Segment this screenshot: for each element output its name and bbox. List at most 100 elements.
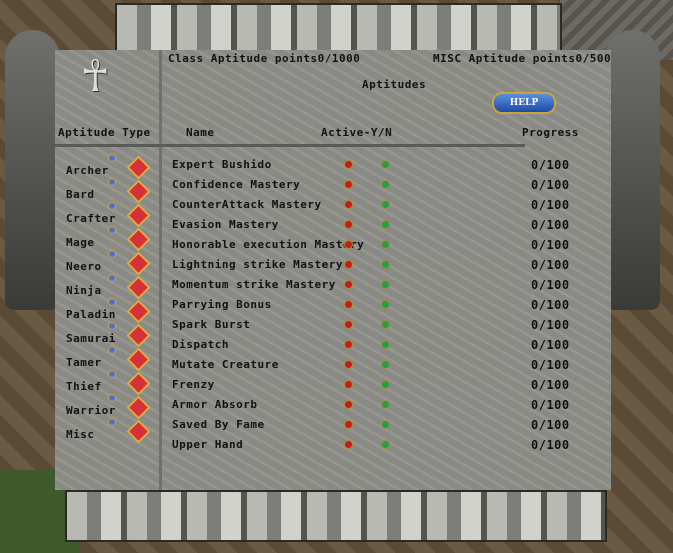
activate-button[interactable]: [381, 260, 390, 269]
activate-button[interactable]: [381, 380, 390, 389]
aptitudes-gump: ☥ Class Aptitude points0/1000 MISC Aptit…: [55, 50, 611, 490]
class-select-button[interactable]: [108, 418, 116, 426]
red-gem-icon[interactable]: [126, 179, 151, 204]
red-gem-icon[interactable]: [126, 251, 151, 276]
deactivate-button[interactable]: [344, 180, 353, 189]
aptitude-name: Spark Burst: [172, 318, 251, 331]
activate-button[interactable]: [381, 220, 390, 229]
aptitude-progress: 0/100: [531, 298, 570, 312]
aptitude-progress: 0/100: [531, 218, 570, 232]
column-name: Name: [186, 126, 215, 139]
deactivate-button[interactable]: [344, 380, 353, 389]
aptitude-name: Upper Hand: [172, 438, 244, 451]
activate-button[interactable]: [381, 400, 390, 409]
deactivate-button[interactable]: [344, 160, 353, 169]
deactivate-button[interactable]: [344, 220, 353, 229]
aptitude-progress: 0/100: [531, 438, 570, 452]
red-gem-icon[interactable]: [126, 299, 151, 324]
red-gem-icon[interactable]: [126, 347, 151, 372]
aptitude-name: Evasion Mastery: [172, 218, 279, 231]
aptitude-progress: 0/100: [531, 198, 570, 212]
activate-button[interactable]: [381, 360, 390, 369]
class-label: Misc: [66, 428, 95, 441]
deactivate-button[interactable]: [344, 440, 353, 449]
aptitude-name: Expert Bushido: [172, 158, 272, 171]
deactivate-button[interactable]: [344, 260, 353, 269]
ankh-icon: ☥: [82, 51, 109, 102]
red-gem-icon[interactable]: [126, 155, 151, 180]
class-select-button[interactable]: [108, 370, 116, 378]
class-select-button[interactable]: [108, 274, 116, 282]
divider: [159, 50, 162, 490]
red-gem-icon[interactable]: [126, 323, 151, 348]
activate-button[interactable]: [381, 280, 390, 289]
aptitude-progress: 0/100: [531, 358, 570, 372]
class-select-button[interactable]: [108, 250, 116, 258]
aptitude-name: Honorable execution Mastery: [172, 238, 365, 251]
deactivate-button[interactable]: [344, 340, 353, 349]
deactivate-button[interactable]: [344, 360, 353, 369]
activate-button[interactable]: [381, 180, 390, 189]
aptitude-name: Momentum strike Mastery: [172, 278, 336, 291]
misc-points: MISC Aptitude points0/500: [433, 52, 612, 65]
red-gem-icon[interactable]: [126, 395, 151, 420]
activate-button[interactable]: [381, 300, 390, 309]
class-label: Archer: [66, 164, 109, 177]
red-gem-icon[interactable]: [126, 419, 151, 444]
class-select-button[interactable]: [108, 226, 116, 234]
class-points: Class Aptitude points0/1000: [168, 52, 361, 65]
column-progress: Progress: [522, 126, 579, 139]
class-label: Mage: [66, 236, 95, 249]
red-gem-icon[interactable]: [126, 275, 151, 300]
class-select-button[interactable]: [108, 202, 116, 210]
class-label: Neero: [66, 260, 102, 273]
class-label: Crafter: [66, 212, 116, 225]
aptitude-progress: 0/100: [531, 398, 570, 412]
class-select-button[interactable]: [108, 394, 116, 402]
class-label: Samurai: [66, 332, 116, 345]
aptitude-progress: 0/100: [531, 318, 570, 332]
red-gem-icon[interactable]: [126, 371, 151, 396]
activate-button[interactable]: [381, 440, 390, 449]
aptitude-name: Lightning strike Mastery: [172, 258, 343, 271]
aptitude-name: CounterAttack Mastery: [172, 198, 322, 211]
deactivate-button[interactable]: [344, 200, 353, 209]
aptitude-name: Mutate Creature: [172, 358, 279, 371]
aptitude-name: Frenzy: [172, 378, 215, 391]
aptitude-name: Dispatch: [172, 338, 229, 351]
aptitude-name: Saved By Fame: [172, 418, 265, 431]
divider: [55, 144, 525, 147]
top-border: [115, 3, 562, 53]
class-select-button[interactable]: [108, 154, 116, 162]
deactivate-button[interactable]: [344, 400, 353, 409]
activate-button[interactable]: [381, 320, 390, 329]
activate-button[interactable]: [381, 420, 390, 429]
aptitude-progress: 0/100: [531, 278, 570, 292]
deactivate-button[interactable]: [344, 420, 353, 429]
column-active: Active-Y/N: [321, 126, 393, 139]
activate-button[interactable]: [381, 200, 390, 209]
activate-button[interactable]: [381, 340, 390, 349]
class-label: Thief: [66, 380, 102, 393]
red-gem-icon[interactable]: [126, 203, 151, 228]
aptitude-progress: 0/100: [531, 158, 570, 172]
page-title: Aptitudes: [362, 78, 427, 91]
aptitude-progress: 0/100: [531, 238, 570, 252]
class-select-button[interactable]: [108, 322, 116, 330]
red-gem-icon[interactable]: [126, 227, 151, 252]
activate-button[interactable]: [381, 160, 390, 169]
class-select-button[interactable]: [108, 178, 116, 186]
activate-button[interactable]: [381, 240, 390, 249]
deactivate-button[interactable]: [344, 280, 353, 289]
deactivate-button[interactable]: [344, 300, 353, 309]
aptitude-progress: 0/100: [531, 178, 570, 192]
class-label: Tamer: [66, 356, 102, 369]
class-select-button[interactable]: [108, 298, 116, 306]
deactivate-button[interactable]: [344, 240, 353, 249]
help-button[interactable]: HELP: [492, 92, 556, 114]
deactivate-button[interactable]: [344, 320, 353, 329]
aptitude-name: Parrying Bonus: [172, 298, 272, 311]
aptitude-progress: 0/100: [531, 338, 570, 352]
aptitude-progress: 0/100: [531, 378, 570, 392]
class-select-button[interactable]: [108, 346, 116, 354]
